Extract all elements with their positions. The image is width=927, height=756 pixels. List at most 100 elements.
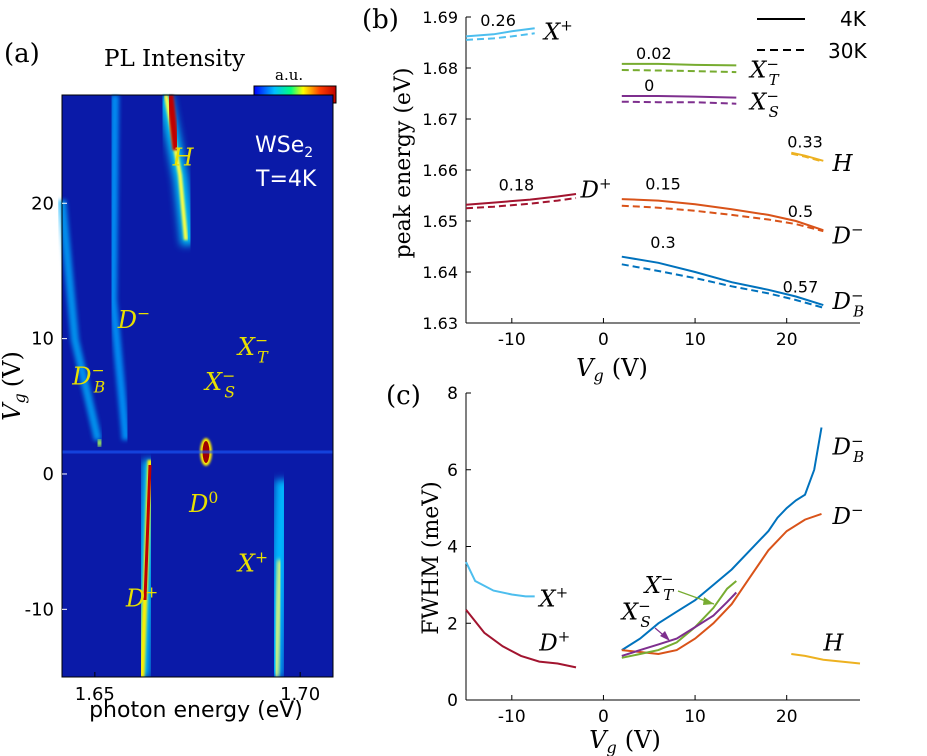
- fwhm-series: [465, 427, 861, 669]
- sample-label: WSe2: [255, 133, 313, 161]
- heatmap-label-d-minusb: D− B: [71, 362, 105, 397]
- peak-energy-y-tick-label: 1.64: [422, 263, 458, 282]
- peak-energy-line-xt-minus4k: [621, 62, 737, 67]
- heatmap-annotations: H D− D− B X− TX− S D0 D+ X+: [71, 143, 269, 612]
- fwhm-label-x-minusplus: X+: [537, 584, 568, 613]
- peak-energy-line-d-minusplus4k: [465, 193, 577, 206]
- heatmap-y-tick-label: 0: [43, 464, 54, 485]
- peak-energy-label-x-minusplus: X+: [542, 17, 573, 46]
- peak-energy-line-x-minusplus30k: [465, 32, 535, 41]
- fwhm-line-db-minus: [621, 427, 823, 651]
- panel-b-label: (b): [362, 5, 399, 35]
- peak-energy-x-tick-label: 20: [776, 330, 798, 350]
- peak-energy-value-label: 0.02: [636, 44, 672, 63]
- heatmap-title: PL Intensity: [104, 46, 245, 72]
- heatmap-label-d0: D0: [188, 489, 218, 518]
- peak-energy-value-label: 0.33: [787, 133, 823, 152]
- peak-energy-value-label: 0.18: [499, 175, 535, 194]
- heatmap-label-x-minust: X− T: [236, 332, 269, 367]
- heatmap-label-d-minusplus: D+: [125, 583, 158, 612]
- peak-energy-x-tick-label: -10: [498, 330, 526, 350]
- fwhm-line-xt-minus: [621, 580, 737, 659]
- peak-energy-labels: 0.26 0.02 0 0.33 0.18 0.15 0.5 0.3 0.57 X+ X− TX− S H…: [480, 11, 864, 320]
- heatmap-y-axis-label: Vg(V): [0, 351, 29, 421]
- legend-30k: 30K: [828, 39, 867, 63]
- fwhm-x-tick-label: 0: [598, 707, 609, 727]
- fwhm-label-h: H: [822, 630, 844, 656]
- peak-energy-y-tick-label: 1.69: [422, 8, 458, 27]
- peak-energy-y-tick-label: 1.63: [422, 314, 458, 333]
- peak-energy-x-tick-label: 10: [684, 330, 706, 350]
- streak-h-peak: [170, 95, 176, 150]
- peak-energy-value-label: 0.57: [783, 277, 819, 296]
- peak-energy-label-d-minusplus: D+: [580, 175, 612, 204]
- streak-x-plus-core: [276, 560, 280, 677]
- fwhm-y-tick-label: 6: [447, 461, 458, 481]
- fwhm-y-tick-label: 2: [447, 614, 458, 634]
- fwhm-line-h: [791, 653, 861, 665]
- heatmap-x-axis-label: photon energy (eV): [89, 698, 303, 723]
- heatmap-y-tick-label: -10: [25, 599, 54, 620]
- peak-energy-value-label: 0.5: [788, 202, 813, 221]
- fwhm-y-tick-label: 8: [447, 384, 458, 404]
- heatmap-frame: [61, 94, 334, 678]
- fwhm-label-d-minus: D−: [832, 501, 864, 530]
- fwhm-line-d-minus: [621, 512, 822, 656]
- peak-energy-label-d-minus: D−: [832, 221, 864, 250]
- colorbar-label: a.u.: [275, 66, 303, 84]
- fwhm-x-tick-label: 20: [776, 707, 798, 727]
- fwhm-label-x-minust: X− T: [643, 570, 675, 604]
- fwhm-axes: 0 2 4 6 8 -10 0 10 20: [447, 384, 860, 727]
- peak-energy-y-tick-label: 1.65: [422, 212, 458, 231]
- heatmap-label-h: H: [172, 143, 195, 171]
- peak-energy-line-d-minus30k: [621, 204, 824, 233]
- heatmap-y-tick-label: 20: [31, 193, 54, 214]
- legend: 4K 30K: [757, 7, 867, 63]
- peak-energy-y-tick-label: 1.66: [422, 161, 458, 180]
- peak-energy-label-h: H: [832, 151, 854, 177]
- peak-energy-line-db-minus30k: [621, 263, 824, 309]
- streak-db-minus: [62, 200, 98, 440]
- xt-arrow-head: [703, 597, 714, 605]
- peak-energy-x-tick-label: 0: [598, 330, 609, 350]
- peak-energy-label-x-minust: X− T: [748, 55, 780, 89]
- fwhm-labels: X+ D+ D− B D− H X− TX− S: [537, 432, 864, 656]
- peak-energy-value-label: 0.15: [645, 174, 681, 193]
- fwhm-arrows: [654, 590, 715, 641]
- fwhm-y-axis-label: FWHM (meV): [419, 481, 444, 635]
- heatmap-x-tick-label: 1.65: [75, 684, 115, 705]
- fwhm-line-xs-minus: [621, 591, 738, 657]
- peak-energy-line-d-minus4k: [621, 198, 824, 232]
- peak-energy-value-label: 0.26: [480, 11, 516, 30]
- heatmap-x-tick-label: 1.70: [280, 684, 320, 705]
- legend-4k: 4K: [840, 7, 867, 31]
- heatmap-emission-lines: [62, 95, 333, 677]
- fwhm-y-tick-label: 4: [447, 538, 458, 558]
- heatmap-label-x-minuss: X− S: [203, 367, 235, 402]
- temperature-label: T=4K: [255, 167, 317, 192]
- heatmap-axes: 1.65 1.70 -10 0 10 20: [25, 193, 321, 705]
- xs-arrow-head: [660, 631, 670, 641]
- heatmap-label-d-minus: D−: [117, 305, 150, 334]
- peak-energy-series: [465, 27, 824, 309]
- panel-a-heatmap: PL Intensity a.u. WSe2 T=4K: [0, 46, 337, 723]
- streak-d-minus: [113, 95, 126, 440]
- peak-energy-line-xs-minus4k: [621, 95, 737, 99]
- peak-energy-y-axis-label: peak energy (eV): [391, 68, 416, 259]
- heatmap-background: [62, 95, 333, 677]
- fwhm-label-d-minusb: D− B: [832, 432, 865, 466]
- heatmap-label-x-minusplus: X+: [236, 548, 268, 577]
- panel-b-peak-energy: 1.63 1.64 1.65 1.66 1.67 1.68 1.69 -10 0 10 20 0.2…: [391, 7, 867, 385]
- panel-a-label: (a): [4, 39, 40, 69]
- peak-energy-line-h30k: [791, 152, 824, 163]
- streak-db-minus-tip: [98, 440, 101, 446]
- fwhm-label-d-minusplus: D+: [538, 628, 570, 657]
- panel-c-fwhm: 0 2 4 6 8 -10 0 10 20 X+ D+ D− B D− H X− TX− S FWHM (meV…: [419, 384, 864, 756]
- fwhm-line-d-minusplus: [465, 609, 577, 669]
- panel-c-label: (c): [386, 381, 421, 411]
- fwhm-x-tick-label: -10: [498, 707, 526, 727]
- peak-energy-y-tick-label: 1.68: [422, 59, 458, 78]
- peak-energy-line-x-minusplus4k: [465, 27, 535, 38]
- peak-energy-x-axis-label: Vg (V): [576, 354, 648, 385]
- peak-energy-value-label: 0.3: [650, 233, 675, 252]
